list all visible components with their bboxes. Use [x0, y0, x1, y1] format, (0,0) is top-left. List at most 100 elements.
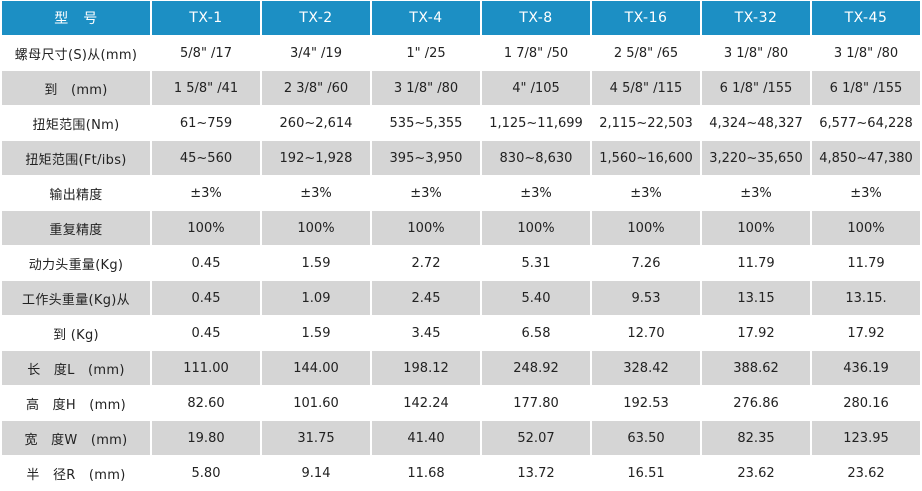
table-cell: 12.70 — [592, 316, 700, 350]
header-model-cell: TX-1 — [152, 1, 260, 35]
table-cell: ±3% — [372, 176, 480, 210]
table-cell: 41.40 — [372, 421, 480, 455]
table-cell: 388.62 — [702, 351, 810, 385]
table-cell: 1" /25 — [372, 36, 480, 70]
table-cell: 2 3/8" /60 — [262, 71, 370, 105]
table-cell: 111.00 — [152, 351, 260, 385]
table-cell: 830~8,630 — [482, 141, 590, 175]
table-cell: ±3% — [152, 176, 260, 210]
table-row: 扭矩范围(Nm) 61~759 260~2,614 535~5,355 1,125~11… — [2, 106, 920, 140]
header-row: 型 号 TX-1 TX-2 TX-4 TX-8 TX-16 TX-32 TX-4… — [2, 1, 920, 35]
table-cell: ±3% — [482, 176, 590, 210]
table-cell: 1,125~11,699 — [482, 106, 590, 140]
table-row: 半 径R (mm) 5.80 9.14 11.68 13.72 16.51 23.62 23.… — [2, 456, 920, 490]
table-cell: 11.79 — [812, 246, 920, 280]
table-cell: 260~2,614 — [262, 106, 370, 140]
table-cell: 0.45 — [152, 246, 260, 280]
table-cell: 395~3,950 — [372, 141, 480, 175]
table-cell: 2.72 — [372, 246, 480, 280]
table-cell: 177.80 — [482, 386, 590, 420]
table-cell: ±3% — [702, 176, 810, 210]
row-label: 重复精度 — [2, 211, 150, 245]
table-cell: ±3% — [592, 176, 700, 210]
header-model-cell: TX-4 — [372, 1, 480, 35]
table-cell: 3/4" /19 — [262, 36, 370, 70]
row-label: 到 (Kg) — [2, 316, 150, 350]
table-cell: 61~759 — [152, 106, 260, 140]
table-row: 动力头重量(Kg) 0.45 1.59 2.72 5.31 7.26 11.79 11.79 — [2, 246, 920, 280]
table-cell: 2 5/8" /65 — [592, 36, 700, 70]
table-row: 长 度L (mm) 111.00 144.00 198.12 248.92 328.42 3… — [2, 351, 920, 385]
table-cell: 535~5,355 — [372, 106, 480, 140]
table-cell: 45~560 — [152, 141, 260, 175]
table-cell: 276.86 — [702, 386, 810, 420]
table-row: 重复精度 100% 100% 100% 100% 100% 100% 100% — [2, 211, 920, 245]
table-cell: 192~1,928 — [262, 141, 370, 175]
table-cell: 0.45 — [152, 281, 260, 315]
table-cell: 19.80 — [152, 421, 260, 455]
table-cell: 280.16 — [812, 386, 920, 420]
table-cell: 328.42 — [592, 351, 700, 385]
table-cell: 16.51 — [592, 456, 700, 490]
table-row: 扭矩范围(Ft/ibs) 45~560 192~1,928 395~3,950 830~… — [2, 141, 920, 175]
table-row: 高 度H (mm) 82.60 101.60 142.24 177.80 192.53 27… — [2, 386, 920, 420]
table-cell: 23.62 — [702, 456, 810, 490]
table-cell: 82.35 — [702, 421, 810, 455]
table-cell: 4" /105 — [482, 71, 590, 105]
table-cell: 100% — [152, 211, 260, 245]
header-model-cell: TX-32 — [702, 1, 810, 35]
table-cell: 100% — [702, 211, 810, 245]
row-label: 扭矩范围(Nm) — [2, 106, 150, 140]
header-label-model: 型 号 — [2, 1, 150, 35]
table-cell: 9.53 — [592, 281, 700, 315]
table-cell: 100% — [592, 211, 700, 245]
table-cell: 1.59 — [262, 246, 370, 280]
table-row: 宽 度W (mm) 19.80 31.75 41.40 52.07 63.50 82.35 1… — [2, 421, 920, 455]
table-cell: 3 1/8" /80 — [702, 36, 810, 70]
table-cell: 17.92 — [702, 316, 810, 350]
table-cell: 52.07 — [482, 421, 590, 455]
table-cell: 23.62 — [812, 456, 920, 490]
table-row: 输出精度 ±3% ±3% ±3% ±3% ±3% ±3% ±3% — [2, 176, 920, 210]
table-cell: 2.45 — [372, 281, 480, 315]
table-cell: 100% — [482, 211, 590, 245]
header-model-cell: TX-45 — [812, 1, 920, 35]
table-cell: 2,115~22,503 — [592, 106, 700, 140]
table-cell: 5/8" /17 — [152, 36, 260, 70]
table-cell: 9.14 — [262, 456, 370, 490]
row-label: 输出精度 — [2, 176, 150, 210]
row-label: 工作头重量(Kg)从 — [2, 281, 150, 315]
table-cell: 3 1/8" /80 — [372, 71, 480, 105]
table-cell: 11.79 — [702, 246, 810, 280]
table-cell: 1 5/8" /41 — [152, 71, 260, 105]
table-row: 到 (Kg) 0.45 1.59 3.45 6.58 12.70 17.92 17.92 — [2, 316, 920, 350]
table-cell: 6 1/8" /155 — [812, 71, 920, 105]
header-model-cell: TX-2 — [262, 1, 370, 35]
table-cell: 100% — [812, 211, 920, 245]
table-cell: 7.26 — [592, 246, 700, 280]
table-cell: 3,220~35,650 — [702, 141, 810, 175]
row-label: 宽 度W (mm) — [2, 421, 150, 455]
table-cell: 248.92 — [482, 351, 590, 385]
table-cell: 142.24 — [372, 386, 480, 420]
table-cell: 144.00 — [262, 351, 370, 385]
table-cell: 100% — [372, 211, 480, 245]
table-cell: 4,850~47,380 — [812, 141, 920, 175]
table-cell: 198.12 — [372, 351, 480, 385]
table-cell: 1.59 — [262, 316, 370, 350]
header-model-cell: TX-8 — [482, 1, 590, 35]
table-cell: 192.53 — [592, 386, 700, 420]
table-cell: 63.50 — [592, 421, 700, 455]
table-cell: 4 5/8" /115 — [592, 71, 700, 105]
table-cell: 4,324~48,327 — [702, 106, 810, 140]
table-cell: 13.15 — [702, 281, 810, 315]
table-cell: 101.60 — [262, 386, 370, 420]
table-cell: ±3% — [262, 176, 370, 210]
table-cell: ±3% — [812, 176, 920, 210]
table-cell: 6.58 — [482, 316, 590, 350]
row-label: 动力头重量(Kg) — [2, 246, 150, 280]
table-cell: 1 7/8" /50 — [482, 36, 590, 70]
table-row: 螺母尺寸(S)从(mm) 5/8" /17 3/4" /19 1" /25 1 7/8"… — [2, 36, 920, 70]
table-cell: 31.75 — [262, 421, 370, 455]
